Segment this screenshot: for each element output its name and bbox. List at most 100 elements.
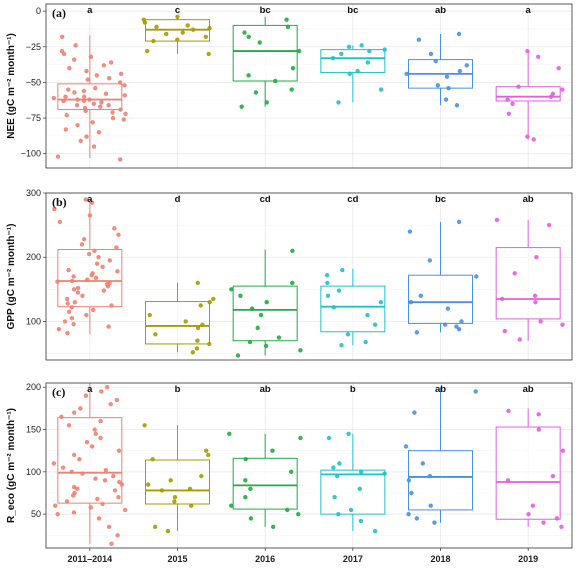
data-point: [78, 406, 83, 411]
data-point: [325, 293, 331, 298]
data-point: [358, 518, 364, 524]
data-point: [154, 24, 159, 30]
data-point: [96, 130, 102, 135]
data-point: [534, 255, 539, 260]
data-point: [420, 461, 426, 466]
data-point: [554, 516, 560, 521]
data-point: [94, 261, 100, 266]
data-point: [66, 309, 72, 315]
data-point: [445, 306, 451, 311]
data-point: [175, 14, 180, 20]
data-point: [117, 479, 122, 485]
data-point: [89, 200, 95, 205]
data-point: [284, 17, 289, 22]
data-point: [290, 280, 295, 286]
data-point: [403, 444, 409, 449]
data-point: [147, 312, 152, 318]
data-point: [454, 103, 460, 108]
data-point: [114, 245, 119, 250]
panel-label: (c): [52, 385, 65, 399]
data-point: [195, 325, 201, 331]
data-point: [325, 280, 330, 286]
data-point: [346, 44, 352, 49]
data-point: [331, 305, 337, 310]
data-point: [69, 316, 75, 321]
data-point: [414, 516, 420, 521]
data-point: [69, 305, 74, 310]
data-point: [78, 138, 83, 144]
data-point: [109, 303, 114, 308]
data-point: [91, 101, 97, 107]
data-point: [65, 296, 70, 302]
data-point: [121, 117, 126, 122]
data-point: [93, 476, 98, 481]
box-3: ab: [227, 384, 303, 530]
data-point: [115, 533, 120, 538]
data-point: [72, 90, 77, 95]
data-point: [108, 401, 113, 407]
data-point: [55, 279, 60, 284]
data-point: [326, 435, 332, 441]
data-point: [83, 197, 88, 202]
data-point: [359, 469, 364, 475]
data-point: [536, 54, 541, 59]
data-point: [75, 290, 81, 295]
data-point: [456, 219, 462, 225]
data-point: [87, 213, 93, 218]
data-point: [79, 242, 85, 247]
data-point: [114, 397, 120, 403]
data-point: [64, 499, 70, 504]
data-point: [112, 226, 117, 231]
data-point: [457, 68, 463, 74]
data-point: [55, 511, 60, 517]
data-point: [531, 137, 536, 142]
data-point: [408, 299, 414, 305]
data-point: [243, 478, 248, 483]
data-point: [75, 97, 80, 102]
significance-letter: a: [87, 194, 93, 205]
x-tick-label: 2018: [430, 554, 450, 564]
box-4: cd: [320, 194, 386, 348]
data-point: [195, 280, 201, 286]
data-point: [71, 287, 77, 292]
data-point: [247, 339, 253, 345]
data-point: [57, 219, 63, 225]
data-point: [110, 110, 115, 115]
data-point: [324, 273, 330, 278]
data-point: [239, 104, 244, 109]
data-point: [82, 105, 88, 111]
significance-letter: b: [350, 384, 356, 395]
box-2: b: [142, 384, 211, 534]
data-point: [246, 34, 251, 39]
data-point: [289, 469, 294, 475]
data-point: [71, 274, 76, 279]
data-point: [118, 107, 123, 112]
data-point: [118, 71, 124, 77]
data-point: [194, 346, 200, 351]
y-axis-title: GPP (gC m⁻² month⁻¹): [6, 224, 17, 330]
data-point: [556, 65, 561, 71]
data-point: [144, 48, 150, 54]
data-point: [99, 100, 104, 105]
data-point: [53, 503, 58, 508]
y-tick-label: −50: [26, 77, 41, 87]
plot-frame: [45, 192, 573, 361]
data-point: [145, 482, 151, 487]
data-point: [75, 123, 80, 128]
y-tick-label: 200: [26, 382, 41, 392]
y-tick-label: −75: [26, 113, 41, 123]
data-point: [264, 100, 269, 105]
data-point: [65, 330, 70, 336]
data-point: [444, 74, 450, 79]
data-point: [81, 94, 87, 99]
data-point: [206, 452, 211, 458]
data-point: [506, 408, 511, 414]
data-point: [407, 229, 413, 234]
data-point: [276, 335, 282, 340]
y-tick-label: 200: [26, 252, 41, 262]
data-point: [345, 332, 351, 337]
data-point: [190, 27, 196, 32]
data-point: [264, 299, 269, 305]
panel-1: 0 −25 −50 −75 −100 NEE (gC m⁻² month⁻¹) a c bc bc…: [6, 3, 573, 169]
